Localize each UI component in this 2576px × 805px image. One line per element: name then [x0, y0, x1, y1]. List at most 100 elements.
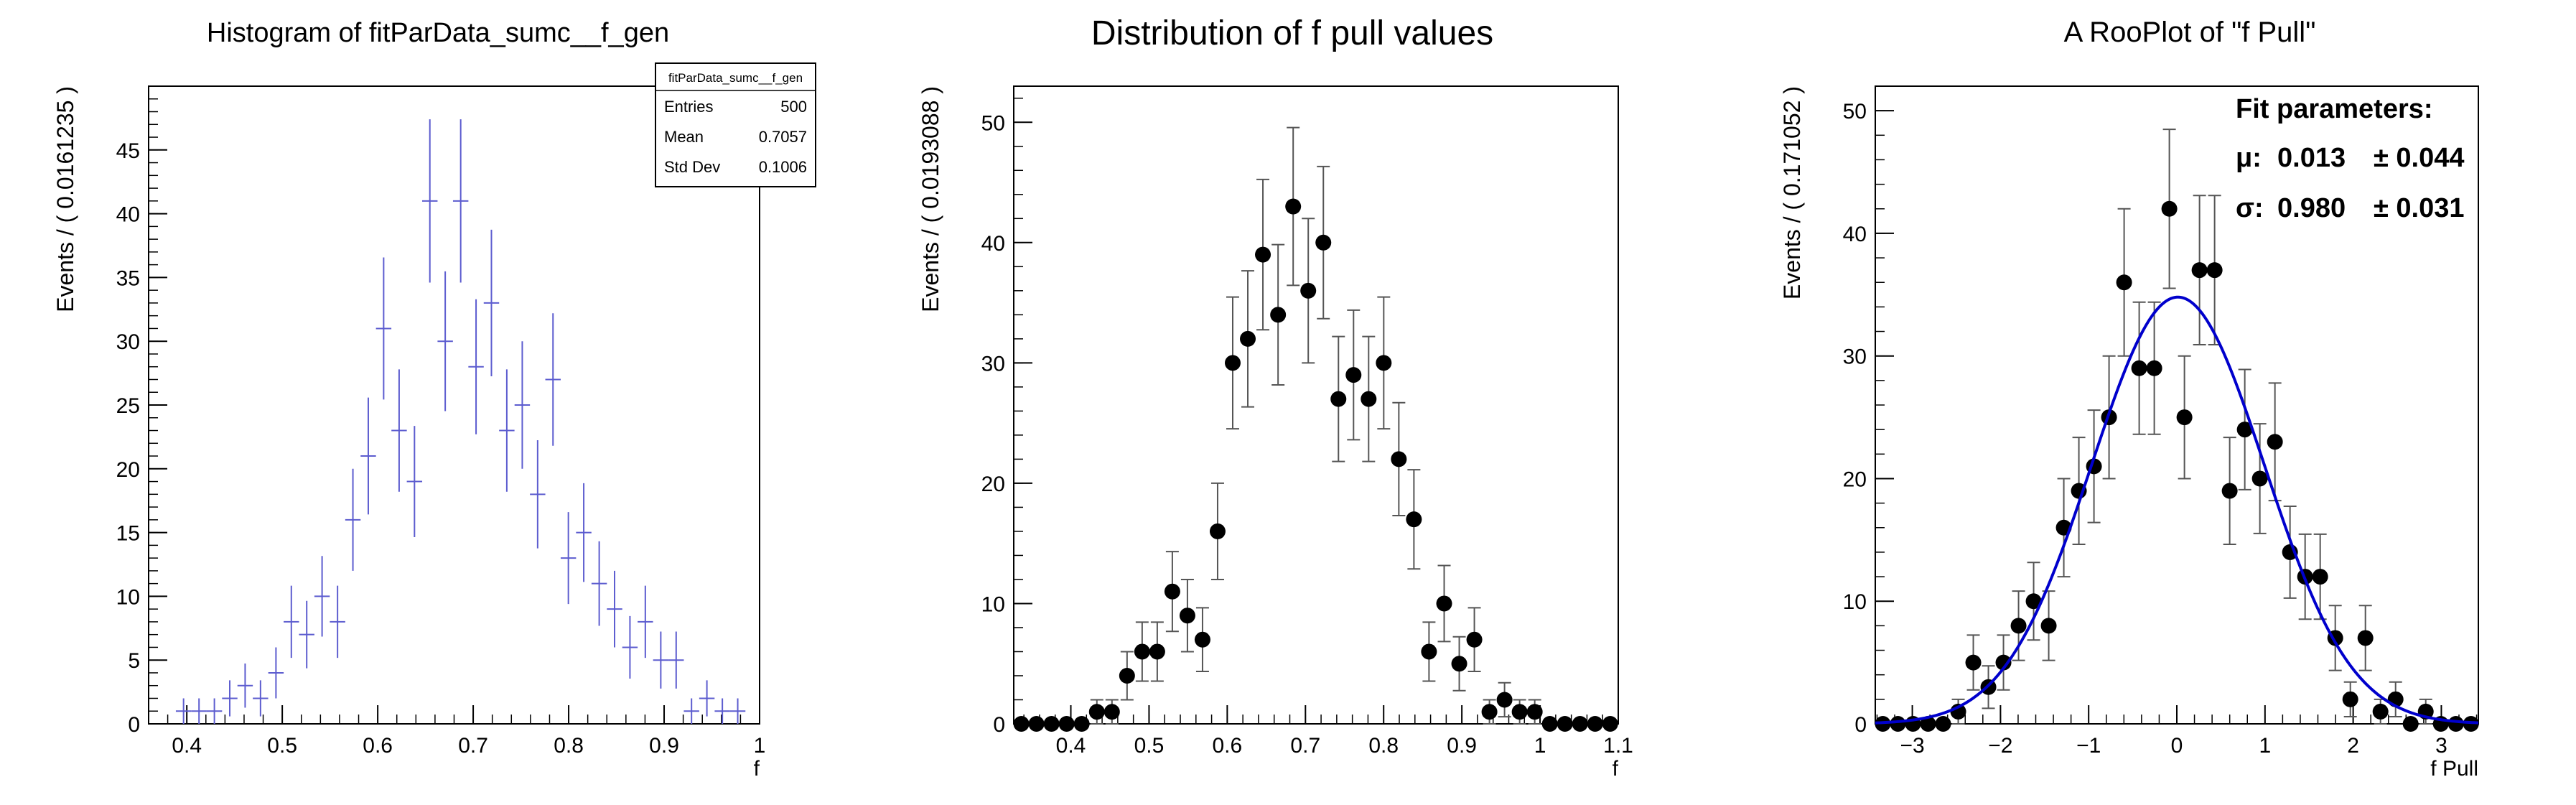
data-point	[1119, 651, 1135, 701]
marker	[2040, 618, 2057, 634]
x-tick-label: 0.7	[458, 734, 488, 758]
marker	[1376, 355, 1392, 371]
marker	[1330, 391, 1347, 407]
x-tick-label: 1	[2259, 734, 2271, 758]
y-tick-label: 30	[981, 352, 1005, 376]
marker	[1270, 307, 1287, 323]
marker	[1028, 716, 1045, 732]
fit-parameter-symbol: σ:	[2236, 193, 2264, 223]
data-point	[1587, 716, 1603, 732]
data-point	[2025, 562, 2042, 641]
y-tick-label: 30	[116, 330, 140, 354]
chart-title: A RooPlot of "f Pull"	[2064, 17, 2316, 48]
marker	[1421, 643, 1437, 660]
fit-parameter-symbol: μ:	[2236, 143, 2262, 173]
data-point	[2357, 605, 2374, 671]
chart-title: Distribution of f pull values	[1091, 14, 1493, 52]
marker	[2267, 434, 2283, 450]
marker	[1088, 704, 1105, 720]
marker	[1466, 631, 1483, 648]
data-point	[2010, 590, 2027, 661]
marker	[1224, 355, 1241, 371]
y-tick-label: 10	[1843, 590, 1867, 614]
histogram-bin	[299, 600, 314, 669]
y-tick-label: 45	[116, 139, 140, 163]
data-point	[1270, 243, 1287, 386]
data-point	[1345, 309, 1362, 441]
data-point	[1315, 165, 1332, 320]
histogram-bin	[345, 468, 361, 571]
histogram-bin	[175, 698, 192, 724]
data-point	[1890, 716, 1906, 732]
marker	[2010, 618, 2027, 634]
marker	[2116, 274, 2132, 291]
data-point	[1602, 716, 1618, 732]
data-point	[2402, 716, 2419, 732]
marker	[2357, 630, 2374, 646]
data-point	[2417, 698, 2434, 725]
histogram-bin	[253, 680, 269, 717]
histogram-bin	[607, 570, 622, 648]
histogram-bin	[514, 341, 531, 469]
data-point	[1406, 469, 1422, 570]
data-point	[2221, 437, 2238, 545]
chart-panel-3: A RooPlot of "f Pull"−3 −2 −1 0 1 2 3010203040…	[1779, 17, 2479, 781]
data-point	[1179, 578, 1195, 653]
y-tick-label: 50	[1843, 100, 1867, 124]
data-point	[1103, 699, 1120, 725]
marker	[1300, 282, 1317, 299]
fit-parameters-box: Fit parameters: μ: 0.013 ± 0.044 σ: 0.980 ± 0.…	[2236, 94, 2465, 223]
marker	[2176, 409, 2193, 426]
marker	[1572, 716, 1588, 732]
marker	[1451, 656, 1467, 672]
marker	[1073, 716, 1090, 732]
marker	[2191, 262, 2208, 279]
histogram-bin	[499, 369, 515, 492]
histogram-bin	[622, 615, 638, 679]
data-point	[1920, 716, 1936, 732]
data-point	[1965, 634, 1982, 691]
y-tick-label: 40	[981, 232, 1005, 256]
marker	[1496, 692, 1513, 708]
data-point	[2206, 195, 2223, 346]
histogram-bin	[638, 585, 653, 659]
histogram-bin	[437, 271, 453, 411]
data-point	[2236, 368, 2253, 490]
data-point	[1526, 699, 1543, 725]
marker	[1058, 716, 1075, 732]
data-point	[1164, 551, 1180, 633]
data-point	[1481, 699, 1498, 725]
data-point	[2191, 195, 2208, 346]
data-point	[1496, 681, 1513, 718]
data-point	[1088, 699, 1105, 725]
histogram-bin	[452, 119, 469, 283]
x-tick-label: −3	[1900, 734, 1924, 758]
marker	[2372, 703, 2389, 720]
y-tick-label: 0	[993, 713, 1005, 737]
fit-parameter-value: 0.013	[2277, 143, 2346, 173]
marker	[1103, 704, 1120, 720]
data-point	[1391, 401, 1407, 516]
x-tick-label: 0.6	[363, 734, 393, 758]
x-tick-label: 0	[2171, 734, 2183, 758]
data-point	[2327, 605, 2343, 671]
histogram-bin	[284, 585, 299, 659]
marker	[1164, 583, 1180, 600]
data-point	[2342, 681, 2358, 717]
y-tick-label: 15	[116, 522, 140, 546]
marker	[1149, 643, 1165, 660]
data-point	[1330, 335, 1347, 462]
histogram-bin	[191, 698, 207, 724]
histogram-bin	[714, 698, 730, 724]
stats-row-label: Mean	[664, 128, 704, 146]
stats-row-label: Entries	[664, 98, 713, 116]
y-tick-label: 5	[128, 649, 140, 673]
data-point	[1300, 218, 1317, 364]
y-tick-label: 40	[116, 203, 140, 227]
data-point	[1466, 607, 1483, 673]
marker	[1255, 246, 1271, 263]
fit-parameter-value: 0.980	[2277, 193, 2346, 223]
x-axis-label: f	[754, 757, 760, 781]
y-axis-label: Events / ( 0.0193088 )	[918, 86, 943, 312]
